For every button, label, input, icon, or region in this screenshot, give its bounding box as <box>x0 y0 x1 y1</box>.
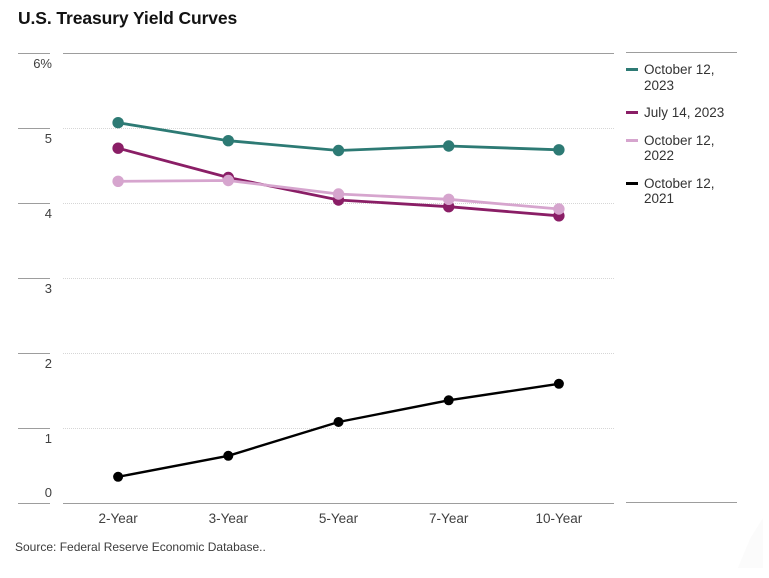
y-tick-label-4: 4 <box>44 206 52 221</box>
legend: October 12, 2023 July 14, 2023 October 12, 2… <box>626 52 737 503</box>
legend-label-line: 2023 <box>644 77 675 93</box>
gridline-0 <box>63 503 614 504</box>
legend-label: July 14, 2023 <box>644 105 724 121</box>
gridline-6 <box>63 53 614 54</box>
legend-swatch-icon <box>626 138 638 142</box>
y-tick-label-3: 3 <box>44 281 52 296</box>
x-tick-label-3-year: 3-Year <box>208 511 248 526</box>
data-point-s0-1 <box>222 135 234 147</box>
data-point-s2-3 <box>443 193 455 205</box>
x-tick-label-10-year: 10-Year <box>535 511 583 526</box>
legend-label-line: July 14, 2023 <box>644 105 725 120</box>
legend-label-line: October 12, <box>644 175 715 191</box>
data-point-s2-4 <box>553 203 565 215</box>
x-tick-label-5-year: 5-Year <box>318 511 359 526</box>
series-line-3 <box>117 382 560 478</box>
y-tick-1 <box>18 428 50 429</box>
y-tick-label-2: 2 <box>44 356 52 371</box>
data-point-s2-0 <box>112 175 124 187</box>
legend-item-2: October 12, 2022 <box>626 133 737 164</box>
legend-swatch-icon <box>626 68 638 71</box>
y-tick-6 <box>18 53 50 54</box>
legend-label-line: 2021 <box>644 191 675 206</box>
data-point-s1-0 <box>112 142 124 154</box>
data-point-s3-2 <box>333 417 344 427</box>
legend-swatch-icon <box>626 111 638 114</box>
data-point-s0-2 <box>332 144 345 157</box>
legend-item-0: October 12, 2023 <box>626 62 737 93</box>
data-point-s3-0 <box>113 471 124 482</box>
data-point-s2-2 <box>332 188 345 200</box>
legend-label: October 12, 2022 <box>644 133 715 164</box>
data-point-s3-3 <box>443 395 454 406</box>
data-point-s0-4 <box>553 144 565 156</box>
y-tick-4 <box>18 203 50 204</box>
legend-label-line: 2022 <box>644 148 675 163</box>
legend-item-1: July 14, 2023 <box>626 105 737 121</box>
legend-label-line: October 12, <box>644 62 715 77</box>
y-tick-0 <box>18 503 50 504</box>
y-tick-3 <box>18 278 50 279</box>
legend-swatch-icon <box>626 181 638 185</box>
gridline-5 <box>63 128 614 129</box>
source-note: Source: Federal Reserve Economic Databas… <box>15 540 266 554</box>
y-tick-label-1: 1 <box>44 431 52 446</box>
data-point-s0-3 <box>443 140 455 152</box>
y-tick-label-5: 5 <box>44 131 52 146</box>
y-tick-2 <box>18 353 50 354</box>
chart-title: U.S. Treasury Yield Curves <box>18 8 238 28</box>
gridline-1 <box>63 428 614 429</box>
gridline-3 <box>63 278 614 279</box>
legend-label: October 12, 2023 <box>644 62 715 93</box>
data-point-s2-1 <box>222 174 234 187</box>
plot-area <box>63 53 614 504</box>
y-tick-label-0: 0 <box>44 485 52 500</box>
watermark-shape <box>737 518 763 568</box>
series-canvas <box>112 117 565 482</box>
x-tick-label-2-year: 2-Year <box>98 511 138 526</box>
legend-label: October 12, 2021 <box>644 176 715 207</box>
data-point-s0-0 <box>112 117 124 129</box>
legend-label-line: October 12, <box>644 132 715 148</box>
data-point-s3-1 <box>223 450 234 461</box>
legend-item-3: October 12, 2021 <box>626 176 737 207</box>
gridline-2 <box>63 353 614 354</box>
x-tick-label-7-year: 7-Year <box>429 511 469 526</box>
y-tick-label-6: 6% <box>33 56 52 71</box>
data-point-s3-4 <box>553 378 564 389</box>
y-tick-5 <box>18 128 50 129</box>
